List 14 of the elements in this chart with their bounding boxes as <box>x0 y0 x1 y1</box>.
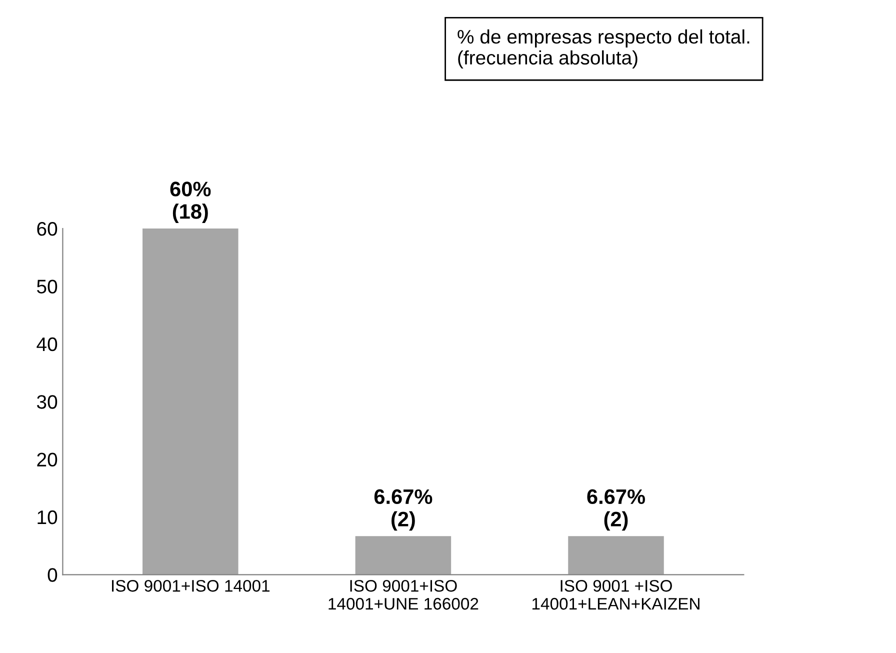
data-label: 60% (18) <box>170 182 211 223</box>
y-tick-label: 10 <box>38 510 58 524</box>
data-label: 6.67% (2) <box>587 489 645 531</box>
data-label: 6.67% (2) <box>374 489 432 531</box>
y-tick-label: 30 <box>36 395 58 409</box>
x-tick-label: ISO 9001+ISO 14001 <box>112 580 270 592</box>
text: % de empresas respecto del total. (frecuencia absoluta) <box>458 29 750 68</box>
y-tick-label: 40 <box>36 337 58 352</box>
y-tick-label: 60 <box>37 222 58 236</box>
x-tick-label: ISO 9001+ISO 14001+UNE 166002 <box>328 580 478 610</box>
y-tick-label: 20 <box>37 452 58 467</box>
x-tick-label: ISO 9001 +ISO 14001+LEAN+KAIZEN <box>532 580 700 610</box>
y-tick-label: 0 <box>48 568 58 582</box>
y-tick-label: 50 <box>37 280 58 294</box>
